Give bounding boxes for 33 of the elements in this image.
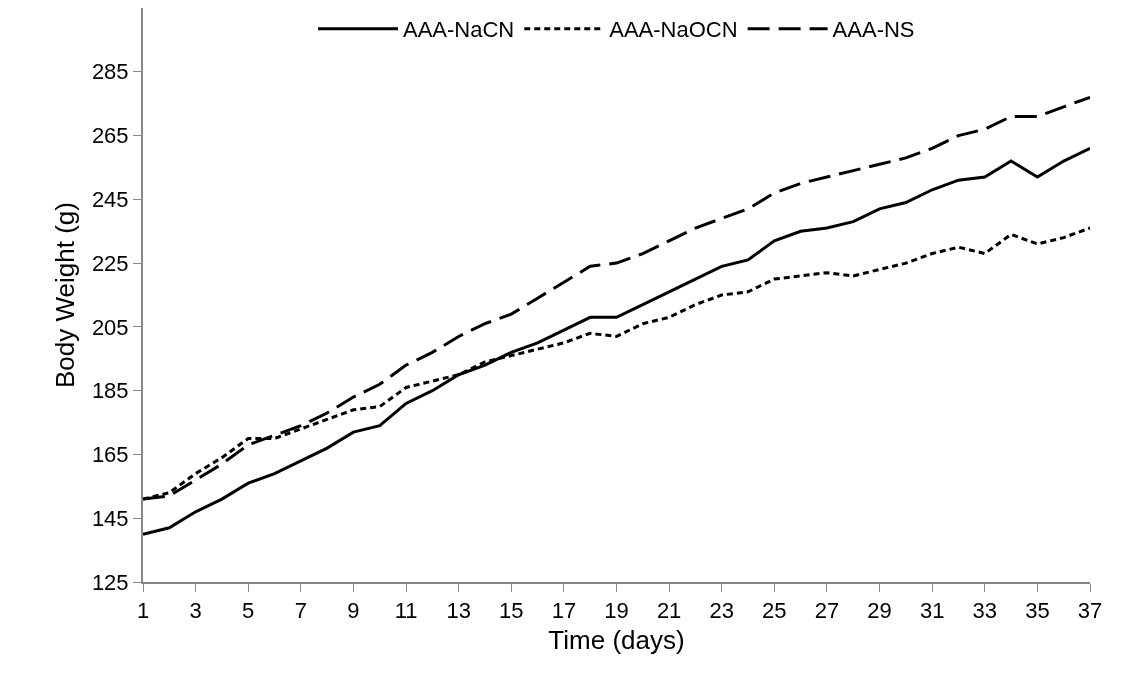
y-tick-label: 125 — [91, 569, 129, 595]
legend-label: AAA-NS — [832, 17, 915, 43]
y-tick-label: 285 — [91, 59, 129, 85]
y-tick-label: 265 — [91, 123, 129, 149]
y-tick-label: 205 — [91, 314, 129, 340]
x-tick-label: 33 — [972, 598, 998, 624]
x-tick-label: 21 — [656, 598, 682, 624]
x-tick-label: 1 — [136, 598, 150, 624]
x-tick-label: 25 — [762, 598, 787, 624]
x-tick-label: 17 — [551, 598, 577, 624]
x-tick-label: 13 — [446, 598, 471, 624]
x-tick-label: 23 — [709, 598, 734, 624]
x-tick-label: 3 — [189, 598, 202, 624]
y-tick-label: 245 — [91, 187, 129, 213]
legend-label: AAA-NaCN — [403, 17, 515, 43]
x-tick-label: 19 — [604, 598, 629, 624]
x-tick-label: 29 — [867, 598, 892, 624]
x-tick-label: 9 — [347, 598, 360, 624]
x-tick-label: 37 — [1077, 598, 1103, 624]
y-axis-title: Body Weight (g) — [49, 202, 80, 388]
x-tick-label: 35 — [1025, 598, 1050, 624]
x-tick-label: 15 — [499, 598, 524, 624]
x-tick-label: 11 — [394, 598, 418, 624]
x-axis-title: Time (days) — [548, 624, 685, 655]
y-tick-label: 225 — [91, 250, 129, 276]
x-tick-label: 5 — [242, 598, 255, 624]
y-tick-label: 165 — [91, 442, 129, 468]
y-tick-label: 185 — [91, 378, 129, 404]
x-tick-label: 7 — [294, 598, 307, 624]
x-tick-label: 27 — [814, 598, 840, 624]
x-tick-label: 31 — [919, 598, 945, 624]
legend-label: AAA-NaOCN — [609, 17, 738, 43]
y-tick-label: 145 — [91, 505, 129, 531]
